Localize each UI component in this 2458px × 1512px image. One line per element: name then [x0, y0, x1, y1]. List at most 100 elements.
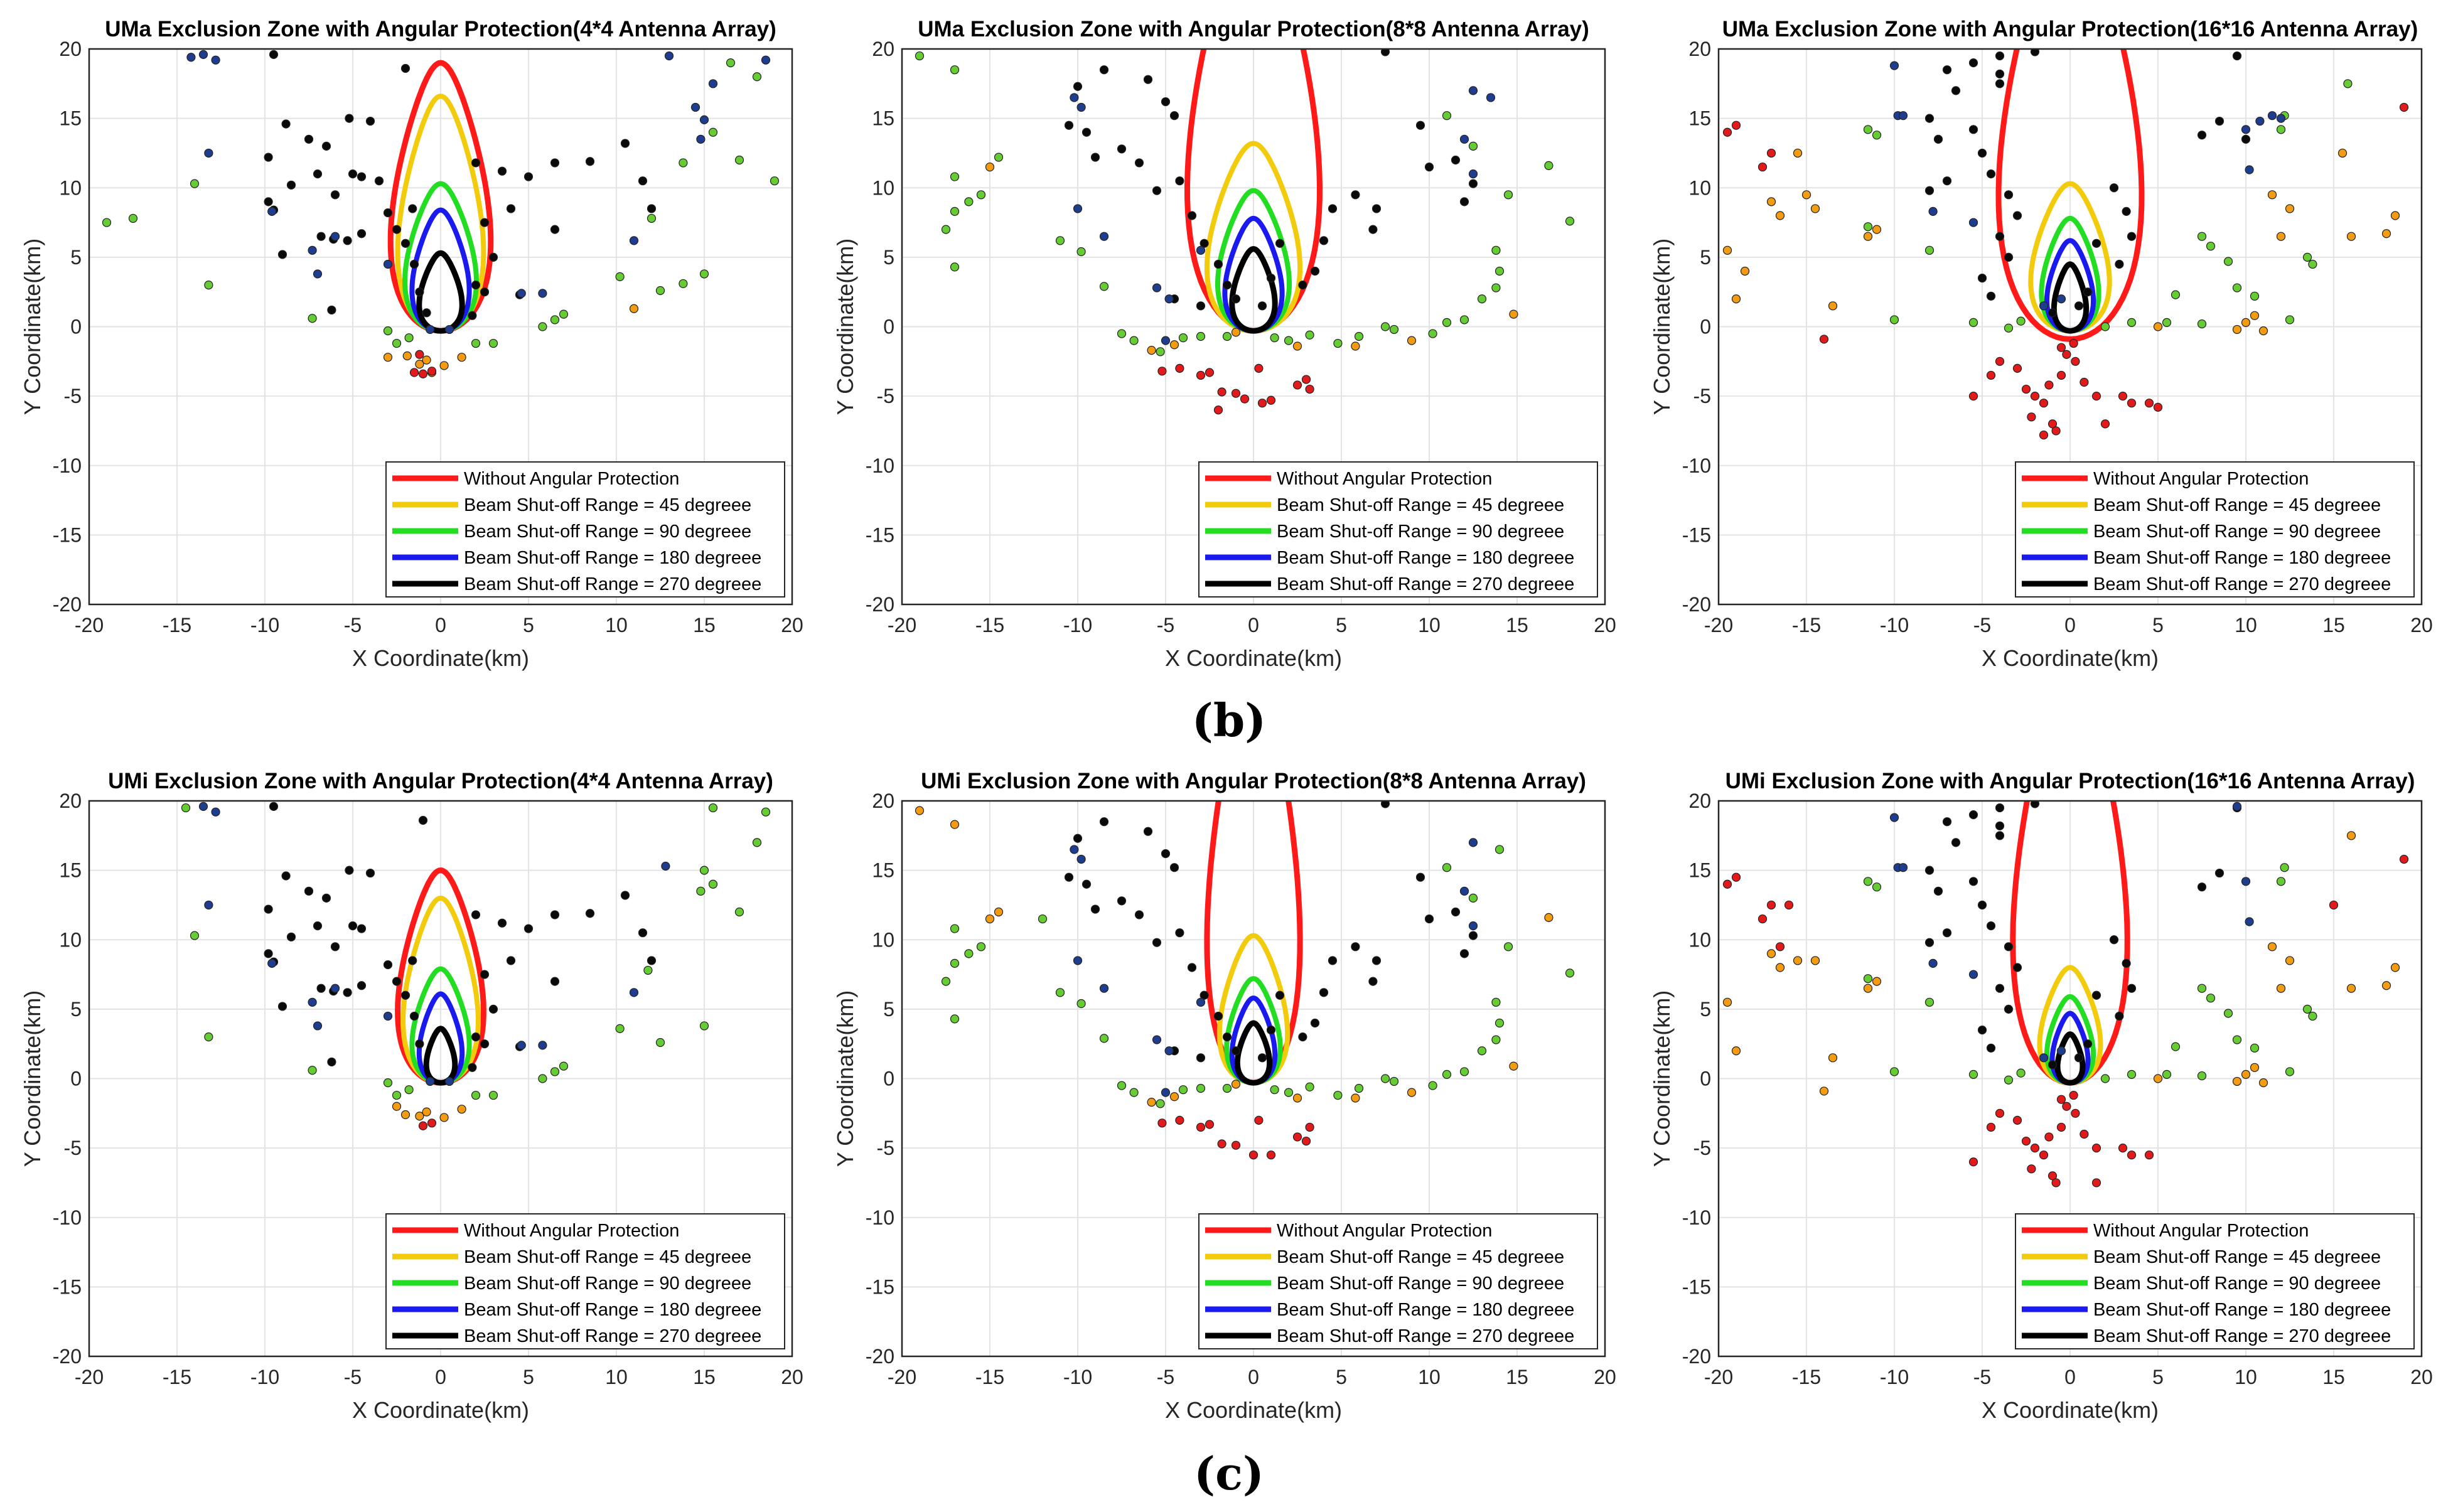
- data-point-black: [1196, 301, 1206, 311]
- data-point-navy: [1152, 283, 1162, 292]
- data-point-green: [1495, 1018, 1505, 1028]
- data-point-green: [647, 213, 657, 223]
- data-point-black: [2241, 134, 2251, 144]
- data-point-green: [1284, 336, 1294, 345]
- x-tick-label: 5: [1336, 1366, 1347, 1388]
- data-point-green: [2232, 1035, 2242, 1044]
- x-tick-label: 10: [2235, 614, 2257, 636]
- data-point-green: [1196, 331, 1206, 341]
- data-point-black: [269, 50, 279, 59]
- legend-entry-1: Without Angular Protection: [2093, 1221, 2309, 1241]
- data-point-navy: [444, 324, 454, 335]
- data-point-black: [1175, 928, 1184, 938]
- x-tick-label: 20: [1594, 614, 1616, 636]
- data-point-green: [2016, 316, 2026, 326]
- data-point-black: [585, 157, 595, 166]
- data-point-black: [468, 311, 477, 320]
- data-point-green: [708, 879, 718, 889]
- data-point-navy: [1889, 813, 1899, 822]
- data-point-orange: [2258, 326, 2268, 336]
- x-tick-label: -20: [888, 614, 916, 636]
- data-point-red: [2012, 363, 2022, 373]
- data-point-black: [1073, 834, 1083, 843]
- data-point-orange: [2390, 211, 2400, 220]
- data-point-black: [1977, 900, 1987, 910]
- data-point-navy: [1073, 956, 1083, 965]
- data-point-green: [2223, 257, 2233, 266]
- data-point-navy: [1070, 845, 1079, 854]
- data-point-black: [408, 956, 417, 965]
- data-point-black: [1380, 801, 1390, 808]
- data-point-navy: [1152, 1035, 1162, 1044]
- data-point-red: [1257, 399, 1267, 408]
- data-point-orange: [1722, 245, 1732, 255]
- data-point-black: [1995, 51, 2005, 61]
- data-point-green: [383, 326, 393, 336]
- data-point-green: [2016, 1068, 2026, 1078]
- chart-title: UMa Exclusion Zone with Angular Protecti…: [918, 17, 1589, 41]
- data-point-black: [1924, 866, 1935, 875]
- data-point-red: [2039, 1150, 2049, 1160]
- data-point-navy: [1468, 169, 1478, 179]
- data-point-green: [964, 197, 974, 206]
- data-point-black: [2214, 868, 2225, 878]
- data-point-black: [1424, 162, 1434, 172]
- data-point-black: [2115, 259, 2124, 269]
- y-tick-label: -20: [53, 593, 82, 616]
- x-tick-label: -5: [1157, 614, 1174, 636]
- data-point-black: [1368, 225, 1378, 234]
- x-tick-label: -5: [344, 1366, 362, 1388]
- legend-entry-1: Without Angular Protection: [1277, 469, 1492, 489]
- y-tick-label: 0: [70, 1068, 82, 1090]
- data-point-black: [1942, 928, 1952, 938]
- y-tick-label: 15: [1688, 107, 1711, 130]
- data-point-black: [1310, 1018, 1320, 1028]
- x-tick-label: 5: [523, 1366, 534, 1388]
- legend-entry-2: Beam Shut-off Range = 45 degreee: [464, 1247, 751, 1267]
- data-point-navy: [2056, 1046, 2066, 1056]
- y-tick-label: 15: [1688, 859, 1711, 882]
- data-point-black: [1328, 204, 1338, 213]
- plot-content: [915, 801, 1575, 1160]
- x-tick-label: -15: [975, 614, 1004, 636]
- data-point-green: [994, 153, 1004, 162]
- data-point-green: [950, 172, 960, 181]
- series-line-2: [2037, 965, 2103, 1086]
- data-point-orange: [1407, 336, 1417, 345]
- data-point-green: [1222, 1083, 1232, 1093]
- data-point-green: [770, 176, 780, 186]
- data-point-green: [1156, 347, 1165, 357]
- x-tick-label: -15: [1792, 1366, 1821, 1388]
- y-tick-label: -5: [877, 385, 894, 407]
- chart-title: UMi Exclusion Zone with Angular Protecti…: [1725, 769, 2415, 793]
- y-tick-label: 15: [59, 107, 82, 130]
- data-point-black: [523, 924, 534, 933]
- data-point-orange: [1147, 346, 1156, 355]
- data-point-green: [2206, 242, 2216, 251]
- data-point-orange: [422, 355, 431, 365]
- axes-box: [1717, 800, 2423, 1358]
- data-point-green: [1196, 1083, 1206, 1093]
- data-point-black: [647, 956, 657, 965]
- data-point-black: [1995, 821, 2005, 830]
- y-tick-label: -20: [1682, 1345, 1711, 1368]
- series-line-5: [1234, 1020, 1273, 1086]
- data-point-orange: [457, 1105, 466, 1114]
- data-point-green: [915, 51, 925, 61]
- data-point-orange: [985, 162, 995, 172]
- data-point-green: [2250, 291, 2260, 301]
- data-point-black: [1257, 301, 1267, 311]
- data-point-green: [950, 1014, 960, 1024]
- data-point-black: [1099, 65, 1109, 75]
- data-point-orange: [2285, 204, 2295, 213]
- data-point-orange: [2267, 942, 2277, 952]
- data-point-green: [1863, 974, 1873, 984]
- data-point-red: [2062, 350, 2071, 359]
- data-point-green: [392, 1090, 402, 1100]
- data-point-black: [2109, 935, 2119, 945]
- data-point-black: [1196, 1053, 1206, 1063]
- data-point-red: [1217, 387, 1226, 397]
- y-tick-label: -20: [866, 1345, 894, 1368]
- axes-box: [901, 48, 1606, 606]
- data-point-black: [286, 932, 296, 941]
